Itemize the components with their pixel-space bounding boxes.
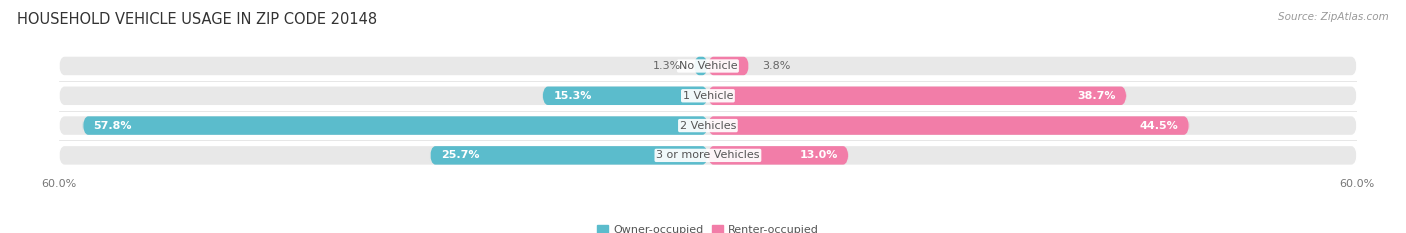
FancyBboxPatch shape	[709, 57, 749, 75]
FancyBboxPatch shape	[709, 146, 848, 165]
Text: 15.3%: 15.3%	[554, 91, 592, 101]
Text: No Vehicle: No Vehicle	[679, 61, 737, 71]
FancyBboxPatch shape	[695, 57, 709, 75]
Text: 38.7%: 38.7%	[1077, 91, 1115, 101]
Text: 1 Vehicle: 1 Vehicle	[683, 91, 733, 101]
FancyBboxPatch shape	[83, 116, 709, 135]
Text: Source: ZipAtlas.com: Source: ZipAtlas.com	[1278, 12, 1389, 22]
Text: 57.8%: 57.8%	[94, 120, 132, 130]
Text: 13.0%: 13.0%	[800, 150, 838, 160]
FancyBboxPatch shape	[709, 86, 1126, 105]
Text: 25.7%: 25.7%	[441, 150, 479, 160]
FancyBboxPatch shape	[709, 116, 1189, 135]
FancyBboxPatch shape	[59, 86, 1357, 105]
Legend: Owner-occupied, Renter-occupied: Owner-occupied, Renter-occupied	[593, 220, 823, 233]
Text: 2 Vehicles: 2 Vehicles	[679, 120, 737, 130]
FancyBboxPatch shape	[59, 116, 1357, 135]
Text: HOUSEHOLD VEHICLE USAGE IN ZIP CODE 20148: HOUSEHOLD VEHICLE USAGE IN ZIP CODE 2014…	[17, 12, 377, 27]
Text: 44.5%: 44.5%	[1140, 120, 1178, 130]
FancyBboxPatch shape	[59, 57, 1357, 75]
FancyBboxPatch shape	[543, 86, 709, 105]
Text: 1.3%: 1.3%	[652, 61, 681, 71]
Text: 3 or more Vehicles: 3 or more Vehicles	[657, 150, 759, 160]
Text: 3.8%: 3.8%	[762, 61, 790, 71]
FancyBboxPatch shape	[430, 146, 709, 165]
FancyBboxPatch shape	[59, 146, 1357, 165]
